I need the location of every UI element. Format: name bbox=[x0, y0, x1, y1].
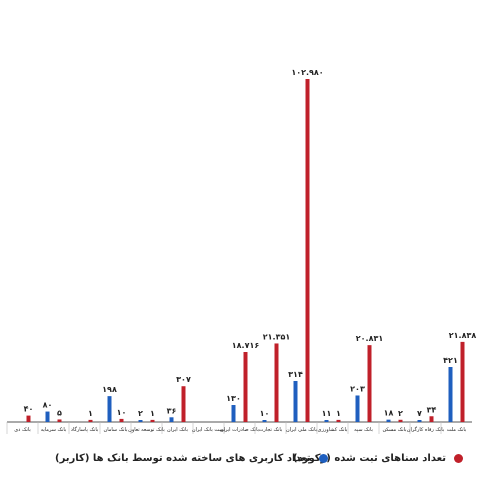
bar-users bbox=[355, 395, 360, 422]
data-label-records: ۴۰ bbox=[24, 405, 34, 414]
bar-records bbox=[88, 419, 93, 422]
x-tick-label: بانک دی bbox=[14, 427, 31, 433]
data-label-records: ۱ bbox=[150, 409, 155, 418]
bar-records bbox=[336, 419, 341, 422]
data-label-records: ۵ bbox=[57, 408, 62, 417]
data-label-users: ۱۳۰ bbox=[226, 394, 241, 403]
data-label-records: ۳۰۷ bbox=[176, 375, 191, 384]
data-label-records: ۱ bbox=[88, 409, 93, 418]
bar-users bbox=[448, 367, 453, 422]
x-tick-label: بانک ایران bbox=[167, 427, 188, 433]
data-label-users: ۱۸ bbox=[384, 409, 394, 418]
data-label-users: ۱۱ bbox=[322, 409, 332, 418]
x-tick-label: بانک ملت bbox=[447, 427, 467, 433]
data-label-users: ۲ bbox=[138, 409, 143, 418]
data-label-users: ۸۰ bbox=[43, 401, 53, 410]
bar-users bbox=[386, 419, 391, 422]
data-label-records: ۱۸.۷۱۶ bbox=[232, 341, 260, 350]
x-tick-label: بانک پاسارگاد bbox=[71, 426, 99, 433]
data-label-records: ۱ bbox=[336, 409, 341, 418]
x-tick-label: بانک توسعه تعاون bbox=[128, 427, 165, 433]
x-tick-label: بانک تجارت bbox=[259, 427, 283, 433]
x-tick-label: بانک سرمایه bbox=[41, 427, 67, 433]
bar-records bbox=[119, 418, 124, 422]
bar-users bbox=[293, 380, 298, 422]
data-label-users: ۷ bbox=[417, 409, 422, 418]
data-label-records: ۲ bbox=[398, 409, 403, 418]
bar-users bbox=[138, 420, 143, 422]
x-tick-label: بانک ملی ایران bbox=[286, 427, 317, 433]
bar-records bbox=[26, 415, 31, 422]
bar-users bbox=[107, 396, 112, 422]
x-tick-label: بانک سامان bbox=[104, 427, 128, 433]
bar-users bbox=[169, 417, 174, 422]
bar-users bbox=[417, 420, 422, 422]
bar-records bbox=[429, 416, 434, 422]
x-tick-label: بانک کشاورزی bbox=[318, 427, 348, 433]
data-label-records: ۱۰ bbox=[117, 408, 127, 417]
data-label-users: ۴۲۱ bbox=[443, 356, 458, 365]
x-tick-label: بانک رفاه کارگران bbox=[407, 426, 444, 433]
data-label-users: ۳۱۴ bbox=[288, 370, 303, 379]
data-label-users: ۱۹۸ bbox=[102, 385, 117, 394]
bar-users bbox=[231, 405, 236, 422]
data-label-users: ۱۰ bbox=[260, 409, 270, 418]
legend-item-users: تعداد کاربری های ساخته شده توسط بانک ها … bbox=[55, 453, 328, 464]
legend-red-dot bbox=[454, 453, 463, 463]
legend-red-label: تعداد سناهای ثبت شده (رکورد) bbox=[293, 453, 446, 464]
x-tick-label: پست بانک ایران bbox=[192, 427, 226, 433]
bar-users bbox=[262, 420, 267, 422]
legend-blue-label: تعداد کاربری های ساخته شده توسط بانک ها … bbox=[55, 453, 311, 464]
bar-records bbox=[274, 343, 279, 422]
bar-users bbox=[45, 411, 50, 422]
data-label-records: ۲۱.۳۵۱ bbox=[263, 332, 290, 341]
bar-records bbox=[398, 419, 403, 422]
bar-records bbox=[243, 352, 248, 422]
bar-records bbox=[460, 341, 465, 422]
data-label-records: ۳۴ bbox=[427, 405, 437, 414]
legend-blue-dot bbox=[318, 453, 328, 463]
bar-records bbox=[181, 386, 186, 422]
data-label-records: ۱۰۲.۹۸۰ bbox=[291, 68, 323, 77]
bar-users bbox=[324, 420, 329, 422]
x-tick-label: بانک صادرات ایران bbox=[220, 427, 259, 433]
data-label-users: ۳۶ bbox=[167, 406, 177, 415]
legend-item-records: تعداد سناهای ثبت شده (رکورد) bbox=[293, 453, 463, 464]
bar-records bbox=[367, 345, 372, 422]
data-label-records: ۲۰.۸۳۱ bbox=[356, 334, 383, 343]
bar-records bbox=[305, 79, 310, 422]
data-label-records: ۲۱.۸۳۸ bbox=[449, 331, 477, 340]
bar-records bbox=[57, 419, 62, 422]
x-tick-label: بانک سپه bbox=[354, 427, 373, 433]
bar-records bbox=[150, 419, 155, 422]
data-label-users: ۲۰۳ bbox=[350, 384, 365, 393]
x-tick-label: بانک مسکن bbox=[382, 427, 406, 433]
